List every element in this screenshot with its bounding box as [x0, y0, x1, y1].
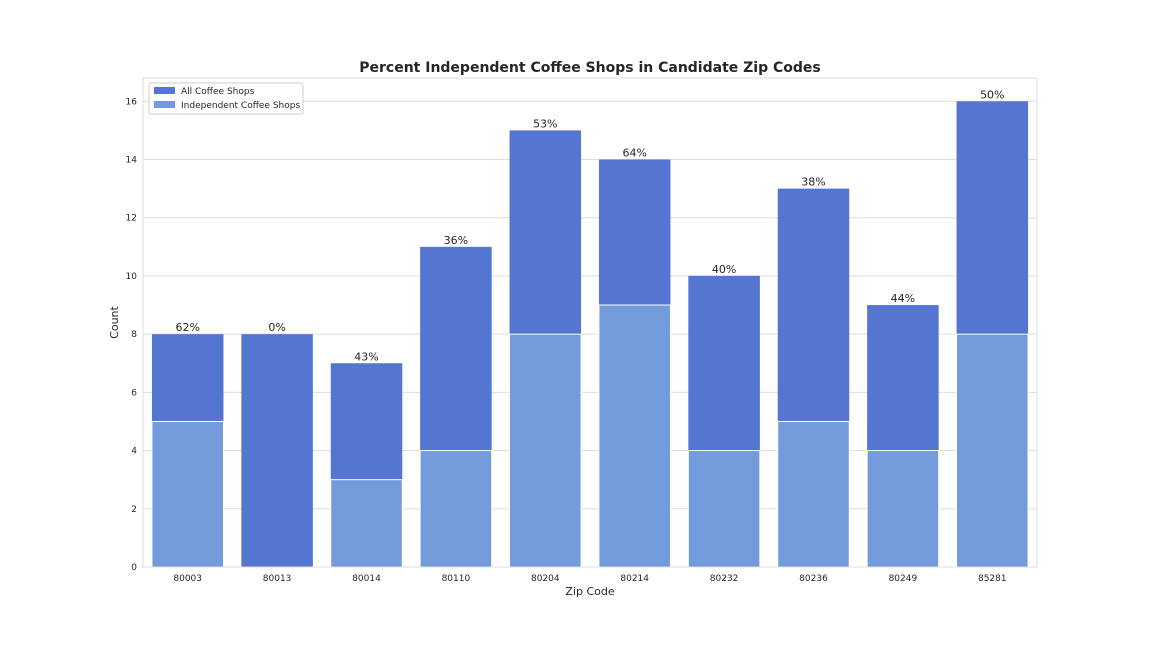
- y-tick-label-6: 6: [131, 388, 137, 398]
- bar-label-80214: 64%: [622, 147, 646, 160]
- y-tick-label-0: 0: [131, 563, 137, 573]
- bar-label-80013: 0%: [268, 321, 285, 334]
- legend-swatch-all: [154, 87, 175, 94]
- y-tick-label-4: 4: [131, 447, 137, 457]
- y-tick-label-16: 16: [126, 97, 138, 107]
- bar-independent-85281: [956, 333, 1029, 568]
- bar-label-80003: 62%: [175, 321, 199, 334]
- bar-independent-80236: [777, 420, 850, 568]
- y-tick-label-8: 8: [131, 330, 137, 340]
- x-tick-label-80003: 80003: [173, 574, 202, 584]
- y-tick-label-10: 10: [126, 272, 138, 282]
- bar-label-80249: 44%: [891, 292, 915, 305]
- legend-label-independent: Independent Coffee Shops: [181, 101, 300, 111]
- x-tick-label-85281: 85281: [978, 574, 1007, 584]
- x-tick-label-80204: 80204: [531, 574, 560, 584]
- x-tick-label-80236: 80236: [799, 574, 828, 584]
- bar-independent-80214: [598, 304, 671, 568]
- legend-box: [148, 82, 304, 115]
- plot-frame: [142, 77, 1038, 568]
- bar-label-80232: 40%: [712, 263, 736, 276]
- y-axis-label: Count: [108, 305, 121, 338]
- x-axis-label: Zip Code: [565, 585, 614, 598]
- bar-independent-80249: [866, 450, 940, 568]
- bar-label-80236: 38%: [801, 176, 825, 189]
- chart-title: Percent Independent Coffee Shops in Cand…: [359, 60, 820, 76]
- bar-labels: 62% 0% 43% 36% 53% 64% 40% 38% 44% 50%: [175, 88, 1004, 363]
- x-tick-label-80214: 80214: [620, 574, 649, 584]
- x-tick-label-80249: 80249: [889, 574, 918, 584]
- x-tick-label-80232: 80232: [710, 574, 739, 584]
- bars: [151, 101, 1029, 568]
- y-tick-label-14: 14: [126, 156, 138, 166]
- legend: All Coffee Shops Independent Coffee Shop…: [148, 82, 304, 115]
- y-tick-label-12: 12: [126, 214, 137, 224]
- x-tick-label-80013: 80013: [263, 574, 292, 584]
- bar-all-80013: [241, 334, 313, 567]
- bar-independent-80110: [419, 450, 493, 568]
- bar-label-80204: 53%: [533, 117, 557, 130]
- y-tick-label-2: 2: [131, 505, 137, 515]
- bar-independent-80232: [687, 450, 761, 568]
- x-tick-label-80110: 80110: [442, 574, 471, 584]
- legend-label-all: All Coffee Shops: [181, 87, 255, 97]
- bar-independent-80204: [509, 333, 582, 568]
- y-tick-labels: 0 2 4 6 8 10 12 14 16: [126, 97, 138, 573]
- bar-label-85281: 50%: [980, 88, 1004, 101]
- x-tick-labels: 80003 80013 80014 80110 80204 80214 80232 80236…: [173, 574, 1006, 584]
- bar-label-80014: 43%: [354, 350, 378, 363]
- bar-independent-80014: [330, 479, 403, 568]
- legend-swatch-independent: [154, 101, 175, 108]
- bar-independent-80003: [151, 420, 224, 568]
- x-tick-label-80014: 80014: [352, 574, 381, 584]
- bar-label-80110: 36%: [444, 234, 468, 247]
